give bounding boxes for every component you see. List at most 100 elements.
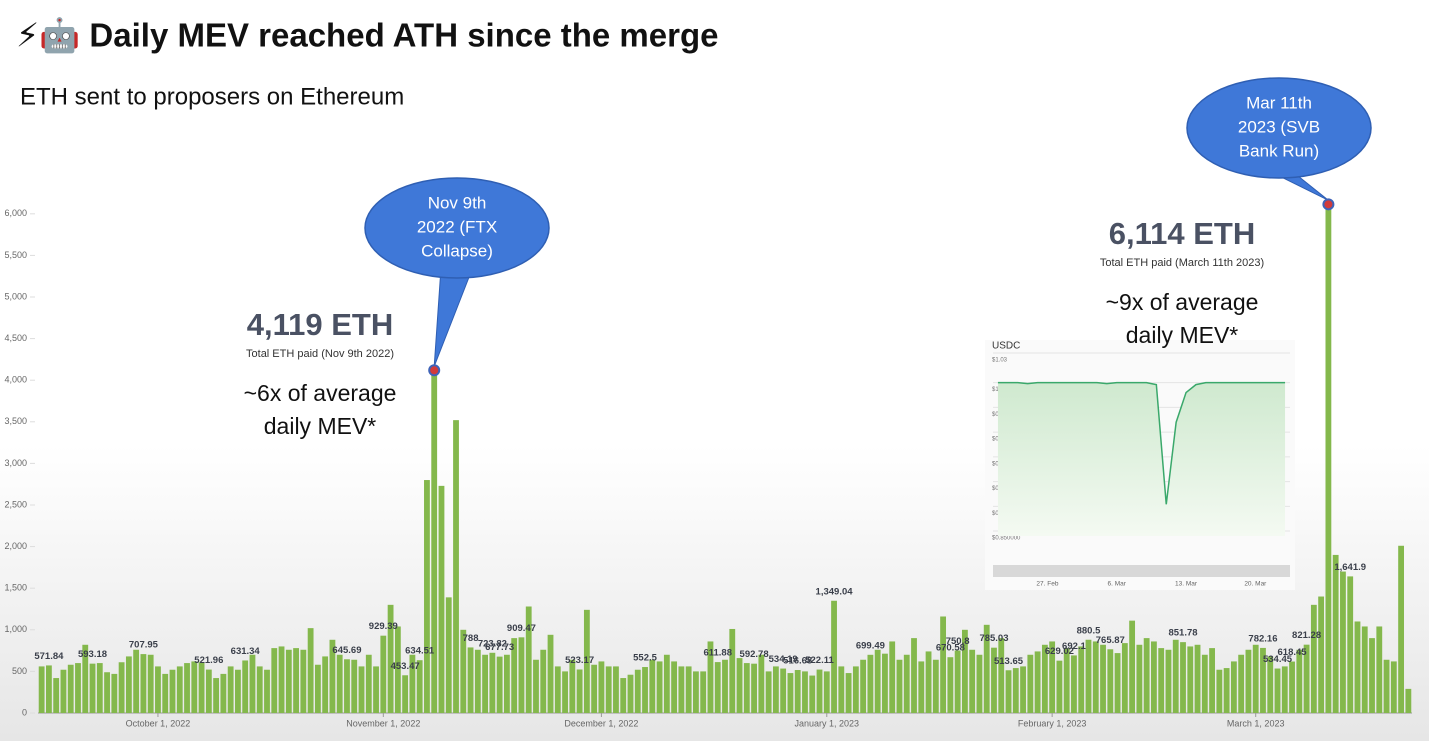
subtitle: ETH sent to proposers on Ethereum	[20, 83, 404, 110]
callout-text: Nov 9th	[428, 193, 487, 212]
bar	[351, 659, 358, 713]
bar	[285, 649, 292, 713]
inset-x-tick-label: 20. Mar	[1244, 581, 1267, 588]
bar	[380, 635, 387, 713]
x-tick-label: January 1, 2023	[795, 718, 860, 728]
bar	[1238, 654, 1245, 713]
bar	[198, 662, 205, 713]
value-label: 699.49	[856, 640, 885, 651]
value-label: 516.68	[783, 656, 812, 667]
value-label: 1,641.9	[1334, 562, 1366, 573]
value-label: 670.58	[936, 643, 965, 654]
bar	[184, 663, 190, 713]
value-label: 534.45	[1263, 654, 1293, 665]
bar	[576, 669, 583, 713]
bar	[831, 600, 837, 713]
bar	[242, 660, 249, 713]
bar	[111, 673, 118, 713]
bar	[104, 672, 110, 713]
bar	[998, 638, 1005, 713]
bar	[140, 654, 147, 713]
bar	[1158, 648, 1165, 713]
x-tick-label: October 1, 2022	[126, 718, 191, 728]
note: ~9x of average	[1106, 289, 1259, 315]
bar	[896, 659, 903, 713]
bar	[249, 654, 256, 713]
bar	[431, 370, 438, 713]
bar	[191, 661, 198, 713]
value-label: 723.82	[478, 638, 507, 649]
bar	[1209, 648, 1215, 713]
x-tick-label: February 1, 2023	[1018, 718, 1087, 728]
bar	[1100, 644, 1106, 713]
bar	[424, 480, 430, 713]
value-label: 523.17	[565, 655, 594, 666]
bar	[1354, 621, 1361, 713]
value-label: 629.02	[1045, 646, 1074, 657]
inset-x-tick-label: 6. Mar	[1108, 581, 1127, 588]
bar	[845, 673, 852, 713]
bar	[780, 668, 787, 713]
bar	[1281, 666, 1288, 713]
bar	[954, 650, 961, 713]
bar	[169, 669, 176, 713]
bar	[605, 666, 612, 713]
value-label: 521.96	[194, 655, 223, 666]
bar	[118, 662, 125, 713]
bar	[598, 661, 605, 713]
bar	[503, 654, 510, 713]
bar	[1245, 649, 1252, 713]
note: daily MEV*	[264, 413, 377, 439]
bar	[852, 666, 859, 713]
bar	[583, 609, 590, 713]
bar	[1398, 545, 1405, 713]
bar	[1020, 666, 1026, 713]
y-tick-label: 2,000	[4, 541, 27, 551]
bar	[1092, 641, 1099, 713]
bar	[671, 661, 678, 713]
value-label: 1,349.04	[816, 586, 854, 597]
bar	[205, 669, 212, 713]
bar	[329, 639, 336, 713]
bar	[1252, 644, 1259, 713]
bar	[518, 637, 525, 713]
callout-text: Bank Run)	[1239, 141, 1319, 160]
bar	[743, 663, 750, 713]
bar	[1049, 641, 1056, 713]
bar	[416, 660, 423, 713]
bar	[714, 662, 721, 713]
bar	[307, 628, 314, 713]
bar	[722, 659, 728, 713]
bar	[336, 654, 343, 713]
bar	[1405, 688, 1412, 713]
bar	[918, 661, 925, 713]
bar	[525, 606, 532, 713]
bar	[344, 659, 350, 713]
bar	[38, 666, 45, 713]
bar	[932, 659, 939, 713]
bar	[867, 654, 874, 713]
inset-volume	[993, 565, 1290, 577]
bar	[1376, 626, 1383, 713]
inset-y-tick-label: $1.03	[992, 358, 1008, 364]
bar	[162, 673, 169, 713]
bar	[1318, 596, 1325, 713]
value-label: 788	[463, 633, 479, 644]
bar	[1201, 654, 1208, 713]
value-label: 522.11	[805, 655, 834, 666]
bar	[1012, 668, 1019, 713]
bar	[1121, 643, 1128, 713]
bar	[460, 629, 467, 713]
bar	[540, 649, 547, 713]
bar	[1078, 646, 1085, 713]
bar	[634, 669, 641, 713]
bar	[838, 666, 845, 713]
bar	[89, 663, 96, 713]
bar	[613, 666, 619, 713]
bar	[911, 638, 917, 713]
bar	[496, 656, 503, 713]
bar	[874, 649, 881, 713]
bar	[467, 647, 474, 713]
bar	[925, 651, 932, 713]
bar	[1041, 644, 1048, 713]
